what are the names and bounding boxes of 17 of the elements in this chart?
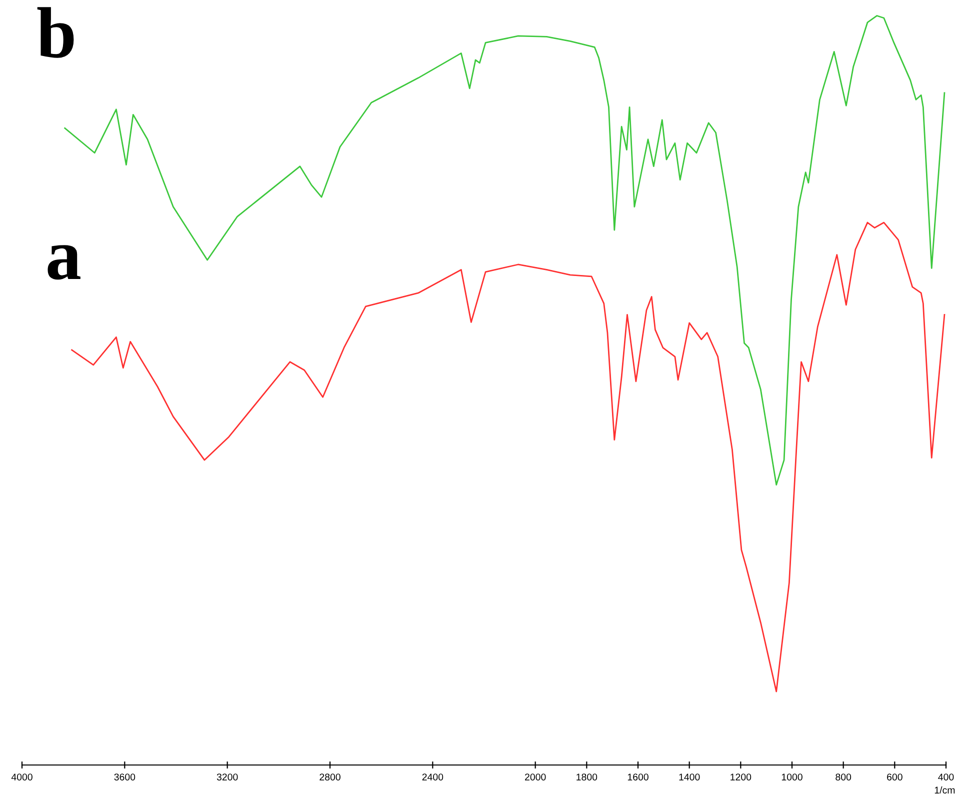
x-tick-label: 800: [836, 774, 852, 780]
x-tick-label: 2800: [320, 774, 340, 780]
x-tick-label: 3200: [216, 774, 238, 780]
x-tick-label: 1400: [679, 774, 700, 780]
x-tick-label: 4000: [11, 774, 32, 780]
x-tick-label: 2400: [422, 774, 444, 780]
x-tick-label: 400: [938, 774, 954, 780]
series-label: a: [48, 245, 80, 280]
x-tick-label: 2000: [525, 774, 546, 780]
x-tick-label: 3600: [114, 774, 136, 780]
x-tick-label: 1600: [628, 774, 648, 780]
x-axis-title: 1/cm: [934, 786, 955, 794]
series-label: b: [37, 7, 74, 58]
x-tick-label: 1200: [730, 774, 752, 780]
x-tick-label: 600: [887, 774, 902, 780]
x-tick-label: 1800: [576, 774, 598, 780]
x-tick-label: 1000: [782, 774, 802, 780]
